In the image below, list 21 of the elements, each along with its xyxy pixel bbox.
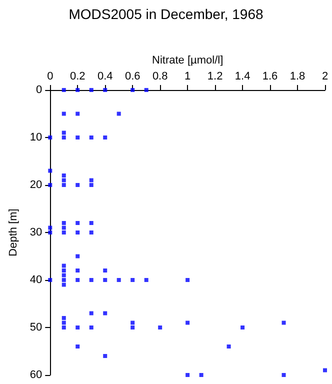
x-tick-label: 0 — [47, 70, 54, 82]
x-tick-label: 1 — [184, 70, 191, 82]
chart-title: MODS2005 in December, 1968 — [68, 6, 264, 22]
x-tick-label: 0.4 — [97, 70, 113, 82]
x-tick-label: 0.2 — [70, 70, 86, 82]
x-tick-label: 0.8 — [152, 70, 168, 82]
x-axis-title: Nitrate [µmol/l] — [152, 54, 224, 66]
y-tick-label: 50 — [30, 322, 42, 334]
x-tick-label: 1.8 — [290, 70, 306, 82]
x-tick-label: 2 — [322, 70, 328, 82]
x-tick-label: 1.6 — [262, 70, 278, 82]
x-tick-label: 1.2 — [207, 70, 223, 82]
y-tick-label: 10 — [30, 132, 42, 144]
x-tick-label: 0.6 — [124, 70, 140, 82]
x-tick-label: 1.4 — [234, 70, 250, 82]
y-tick-label: 0 — [36, 84, 42, 96]
y-tick-label: 40 — [30, 274, 42, 286]
y-tick-label: 20 — [30, 179, 42, 191]
y-tick-label: 60 — [30, 369, 42, 381]
y-axis-title: Depth [m] — [8, 208, 20, 256]
y-tick-label: 30 — [30, 226, 42, 238]
